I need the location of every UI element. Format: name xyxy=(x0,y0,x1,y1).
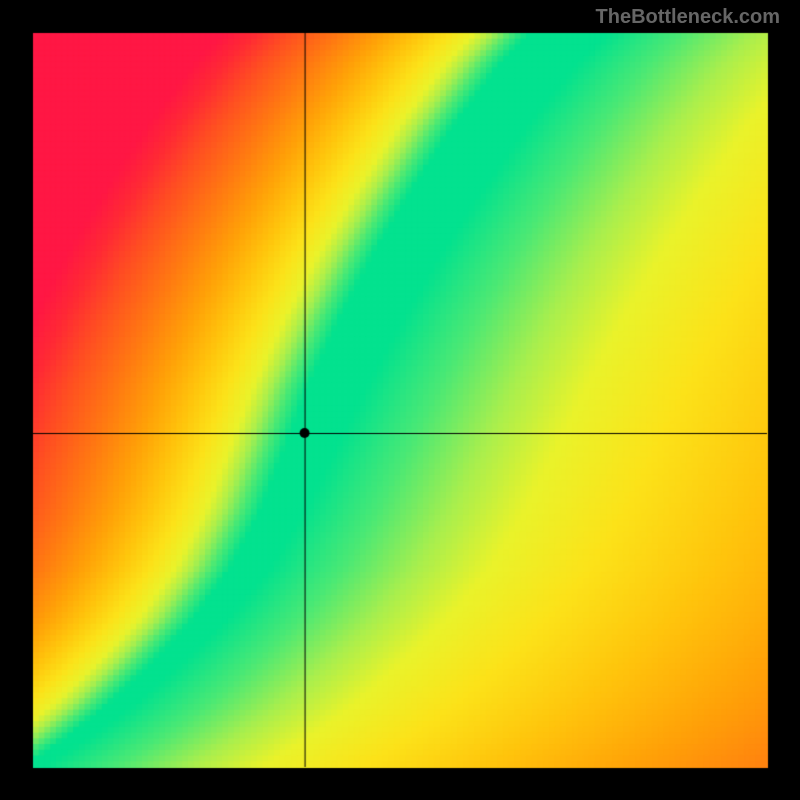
bottleneck-heatmap xyxy=(0,0,800,800)
watermark-text: TheBottleneck.com xyxy=(596,6,780,29)
